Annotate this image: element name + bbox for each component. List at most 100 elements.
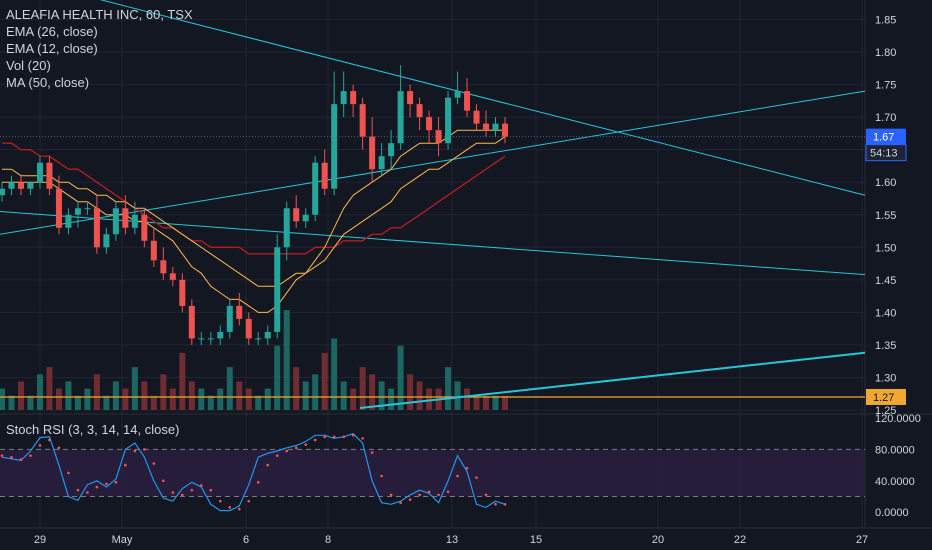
price-tick-label: 1.50 bbox=[875, 242, 896, 254]
volume-bar bbox=[407, 374, 413, 410]
stoch-d-point bbox=[466, 467, 469, 470]
stoch-d-point bbox=[371, 451, 374, 454]
stoch-d-point bbox=[380, 475, 383, 478]
stoch-d-point bbox=[115, 481, 118, 484]
volume-bar bbox=[417, 381, 423, 410]
candle-body bbox=[455, 91, 461, 98]
osc-tick-label: 80.0000 bbox=[875, 444, 915, 456]
stoch-d-point bbox=[238, 508, 241, 511]
candle-body bbox=[56, 189, 62, 228]
stoch-d-point bbox=[323, 436, 326, 439]
volume-bar bbox=[18, 381, 24, 410]
chart-legend: ALEAFIA HEALTH INC, 60, TSX EMA (26, clo… bbox=[6, 6, 193, 91]
stoch-d-point bbox=[1, 454, 4, 457]
volume-bar bbox=[483, 396, 489, 410]
candle-body bbox=[255, 338, 261, 339]
candle-body bbox=[274, 247, 280, 332]
candle-body bbox=[369, 137, 375, 170]
stoch-d-point bbox=[143, 448, 146, 451]
stoch-d-point bbox=[77, 489, 80, 492]
volume-bar bbox=[464, 389, 470, 410]
stoch-d-point bbox=[456, 475, 459, 478]
stoch-d-point bbox=[352, 434, 355, 437]
candle-body bbox=[179, 280, 185, 306]
candle-body bbox=[379, 156, 385, 169]
ma50-legend[interactable]: MA (50, close) bbox=[6, 74, 193, 91]
stoch-rsi-legend[interactable]: Stoch RSI (3, 3, 14, 14, close) bbox=[6, 422, 179, 437]
stoch-d-point bbox=[485, 494, 488, 497]
stoch-d-point bbox=[333, 436, 336, 439]
stoch-d-point bbox=[162, 479, 165, 482]
time-tick-label: 29 bbox=[34, 534, 46, 546]
volume-bar bbox=[236, 381, 242, 410]
candle-body bbox=[84, 208, 90, 209]
price-tick-label: 1.30 bbox=[875, 372, 896, 384]
candle-body bbox=[464, 91, 470, 111]
candle-body bbox=[483, 124, 489, 131]
ema12-legend[interactable]: EMA (12, close) bbox=[6, 40, 193, 57]
volume-bar bbox=[493, 396, 499, 410]
volume-bar bbox=[388, 389, 394, 410]
candle-body bbox=[198, 338, 204, 339]
price-tick-label: 1.40 bbox=[875, 307, 896, 319]
candle-body bbox=[246, 319, 252, 339]
price-tick-label: 1.85 bbox=[875, 15, 896, 27]
volume-bar bbox=[331, 339, 337, 410]
stoch-d-point bbox=[504, 503, 507, 506]
candle-body bbox=[0, 189, 5, 196]
volume-bar bbox=[322, 353, 328, 410]
volume-bar bbox=[369, 374, 375, 410]
time-tick-label: 8 bbox=[325, 534, 331, 546]
candle-body bbox=[122, 208, 128, 228]
time-tick-label: 22 bbox=[734, 534, 746, 546]
volume-bar bbox=[65, 381, 71, 410]
volume-bar bbox=[455, 381, 461, 410]
volume-bar bbox=[350, 389, 356, 410]
candle-body bbox=[65, 215, 71, 228]
last-price-text: 1.67 bbox=[873, 132, 894, 144]
symbol-title[interactable]: ALEAFIA HEALTH INC, 60, TSX bbox=[6, 6, 193, 23]
volume-bar bbox=[160, 374, 166, 410]
volume-bar bbox=[0, 389, 5, 410]
candle-body bbox=[217, 332, 223, 339]
volume-bar bbox=[284, 310, 290, 410]
candle-body bbox=[398, 91, 404, 143]
candle-body bbox=[37, 163, 43, 183]
candle-body bbox=[94, 208, 100, 247]
time-tick-label: 15 bbox=[530, 534, 542, 546]
candle-body bbox=[208, 338, 214, 339]
volume-bar bbox=[360, 367, 366, 410]
candle-body bbox=[322, 163, 328, 189]
candle-body bbox=[46, 163, 52, 189]
candle-body bbox=[350, 91, 356, 104]
volume-bar bbox=[274, 346, 280, 410]
candle-body bbox=[236, 306, 242, 319]
candle-body bbox=[75, 208, 81, 215]
volume-bar bbox=[132, 367, 138, 410]
volume-bar bbox=[293, 367, 299, 410]
volume-bar bbox=[151, 396, 157, 410]
volume-legend[interactable]: Vol (20) bbox=[6, 57, 193, 74]
candle-body bbox=[227, 306, 233, 332]
volume-bar bbox=[189, 381, 195, 410]
volume-bar bbox=[246, 389, 252, 410]
ema26-legend[interactable]: EMA (26, close) bbox=[6, 23, 193, 40]
candle-body bbox=[474, 111, 480, 124]
candle-body bbox=[170, 273, 176, 280]
volume-bar bbox=[312, 374, 318, 410]
price-tick-label: 1.55 bbox=[875, 210, 896, 222]
volume-bar bbox=[445, 367, 451, 410]
stoch-d-point bbox=[48, 439, 51, 442]
stoch-d-point bbox=[86, 491, 89, 494]
candle-body bbox=[265, 332, 271, 339]
time-tick-label: May bbox=[112, 534, 133, 546]
stoch-d-point bbox=[58, 447, 61, 450]
volume-bar bbox=[84, 389, 90, 410]
volume-bar bbox=[56, 389, 62, 410]
stoch-d-point bbox=[475, 476, 478, 479]
volume-bar bbox=[398, 346, 404, 410]
stoch-d-point bbox=[200, 484, 203, 487]
candle-body bbox=[426, 117, 432, 130]
candle-body bbox=[132, 215, 138, 228]
stoch-d-point bbox=[447, 490, 450, 493]
